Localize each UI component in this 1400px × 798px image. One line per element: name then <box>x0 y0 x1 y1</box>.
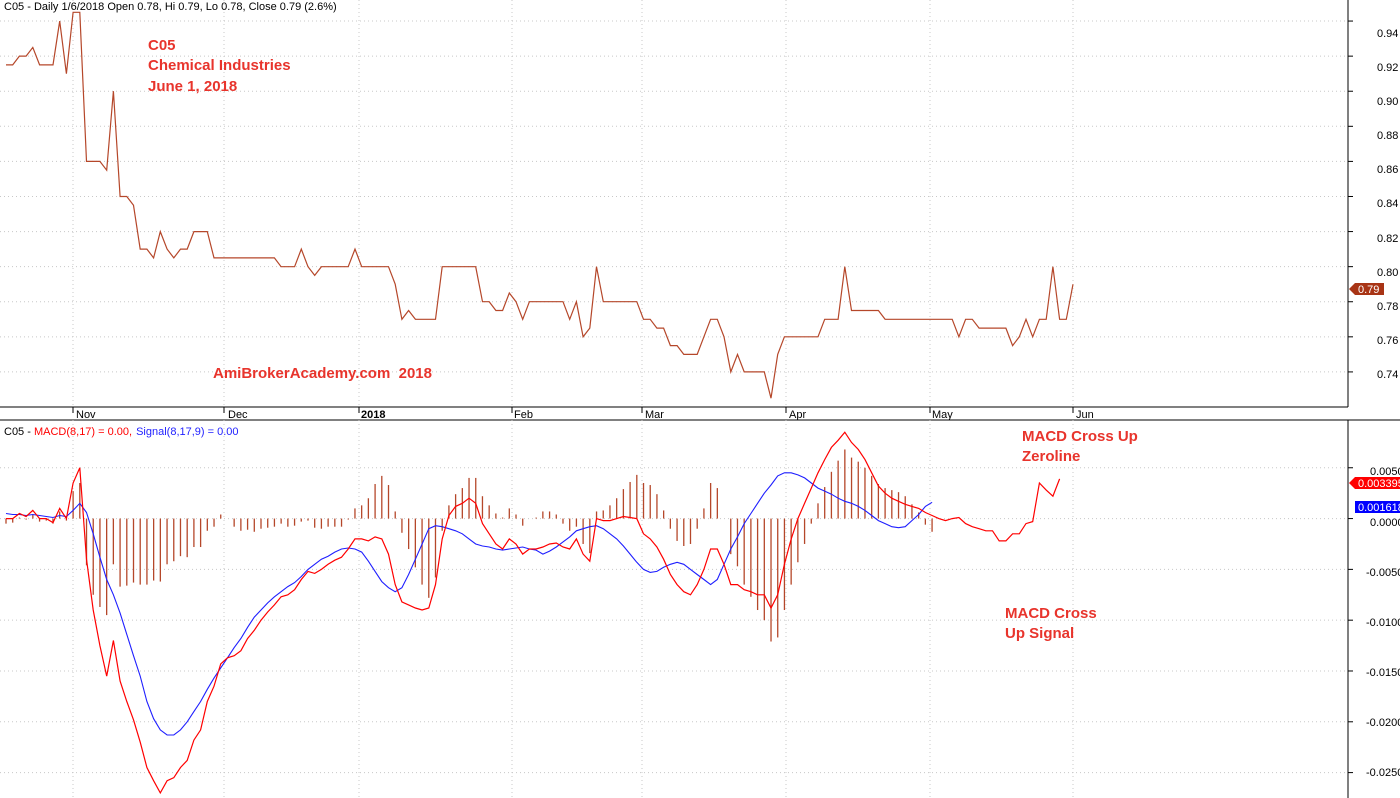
annotation-watermark: AmiBrokerAcademy.com 2018 <box>213 365 432 382</box>
macd-y-tick: -0.0100 <box>1366 617 1400 629</box>
price-panel: 0.94 0.92 0.90 0.88 0.86 0.84 0.82 0.80 … <box>0 0 1398 407</box>
annotation-zeroline-1: MACD Cross Up <box>1022 428 1138 445</box>
price-y-tick: 0.88 <box>1377 130 1398 142</box>
annotations: C05 Chemical Industries June 1, 2018 Ami… <box>148 37 1138 642</box>
price-last-badge-bg <box>1349 283 1384 295</box>
date-tick: Dec <box>228 409 248 421</box>
date-tick: Jun <box>1076 409 1094 421</box>
signal-last-badge-text: 0.001618 <box>1358 502 1400 514</box>
signal-last-badge-bg <box>1355 501 1400 513</box>
price-last-badge: 0.79 <box>1349 283 1384 296</box>
macd-y-tick: -0.0250 <box>1366 767 1400 779</box>
macd-header-prefix: C05 - <box>4 426 34 438</box>
price-y-tick: 0.76 <box>1377 335 1398 347</box>
macd-histogram <box>5 449 933 642</box>
date-axis-ticks: Nov Dec 2018 Feb Mar Apr May Jun <box>76 409 1094 421</box>
price-y-tick: 0.94 <box>1377 28 1398 40</box>
macd-y-tick: 0.0000 <box>1370 517 1400 529</box>
date-tick: 2018 <box>361 409 385 421</box>
price-y-tick: 0.84 <box>1377 198 1398 210</box>
price-grid <box>0 0 1353 407</box>
date-axis: Nov Dec 2018 Feb Mar Apr May Jun <box>0 406 1400 421</box>
price-y-tick: 0.78 <box>1377 301 1398 313</box>
annotation-ticker: C05 <box>148 37 176 54</box>
macd-grid <box>0 407 1353 798</box>
price-line <box>6 11 1074 399</box>
date-tick: Feb <box>514 409 533 421</box>
annotation-date: June 1, 2018 <box>148 78 237 95</box>
price-y-tick: 0.82 <box>1377 233 1398 245</box>
annotation-zeroline-2: Zeroline <box>1022 448 1080 465</box>
price-y-tick: 0.92 <box>1377 62 1398 74</box>
date-tick: Apr <box>789 409 806 421</box>
macd-last-badge: 0.003395 <box>1349 477 1400 490</box>
macd-y-tick: -0.0050 <box>1366 567 1400 579</box>
signal-last-badge: 0.001618 <box>1355 501 1400 514</box>
signal-line <box>5 472 933 736</box>
macd-header-signal: Signal(8,17,9) = 0.00 <box>136 426 238 438</box>
annotation-signal-1: MACD Cross <box>1005 605 1097 622</box>
macd-panel: 0.0050 0.0000 -0.0050 -0.0100 -0.0150 -0… <box>0 407 1400 798</box>
price-last-badge-text: 0.79 <box>1358 284 1379 296</box>
price-y-tick: 0.86 <box>1377 164 1398 176</box>
date-tick: May <box>932 409 953 421</box>
price-header: C05 - Daily 1/6/2018 Open 0.78, Hi 0.79,… <box>4 1 337 13</box>
macd-last-badge-bg <box>1349 477 1400 489</box>
macd-header: C05 - MACD(8,17) = 0.00, Signal(8,17,9) =… <box>4 426 239 438</box>
macd-y-tick-labels: 0.0050 0.0000 -0.0050 -0.0100 -0.0150 -0… <box>1366 466 1400 779</box>
price-y-tick: 0.90 <box>1377 96 1398 108</box>
annotation-signal-2: Up Signal <box>1005 625 1074 642</box>
macd-header-macd: MACD(8,17) = 0.00, <box>34 426 132 438</box>
date-tick: Nov <box>76 409 96 421</box>
macd-line <box>6 431 1061 795</box>
macd-y-tick: -0.0200 <box>1366 717 1400 729</box>
annotation-company: Chemical Industries <box>148 57 291 74</box>
price-y-tick: 0.80 <box>1377 267 1398 279</box>
macd-y-tick: -0.0150 <box>1366 667 1400 679</box>
date-tick: Mar <box>645 409 664 421</box>
macd-y-tick: 0.0050 <box>1370 466 1400 478</box>
price-y-tick: 0.74 <box>1377 369 1398 381</box>
macd-last-badge-text: 0.003395 <box>1358 478 1400 490</box>
price-y-tick-labels: 0.94 0.92 0.90 0.88 0.86 0.84 0.82 0.80 … <box>1377 28 1398 381</box>
